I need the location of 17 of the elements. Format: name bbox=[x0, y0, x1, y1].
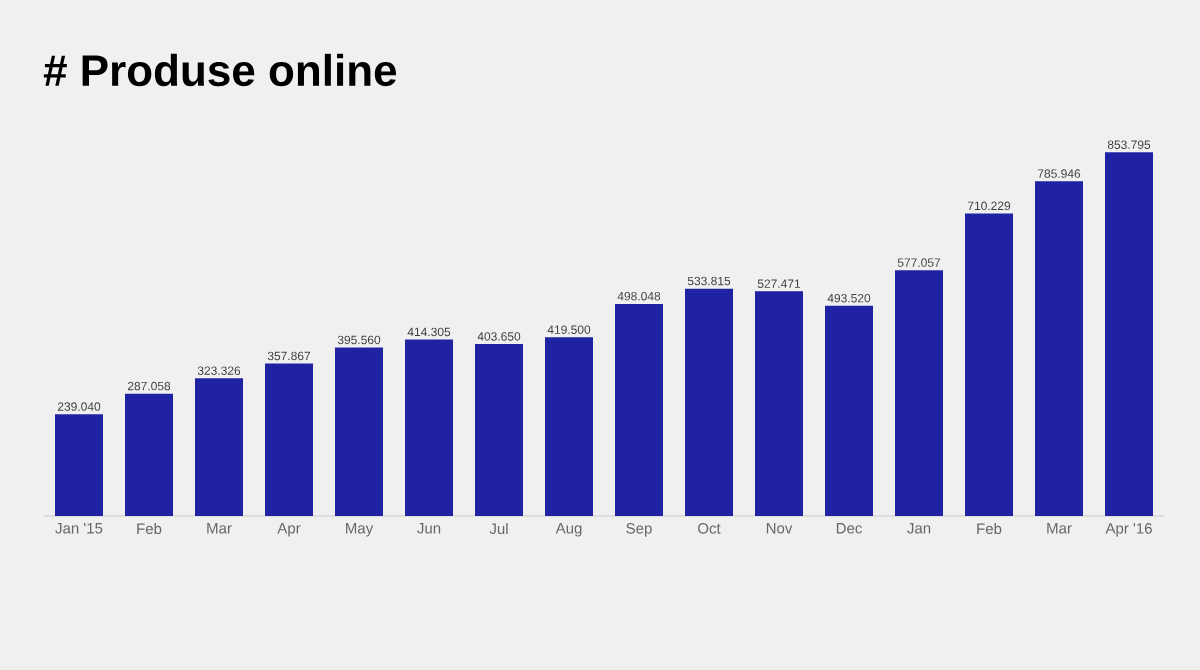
bar bbox=[265, 363, 314, 516]
bar bbox=[755, 291, 804, 516]
bar bbox=[125, 393, 174, 516]
bar bbox=[335, 347, 383, 516]
bar bbox=[55, 414, 103, 516]
bar bbox=[545, 337, 593, 516]
bar bbox=[615, 303, 664, 516]
bar bbox=[895, 270, 944, 516]
bar bbox=[195, 378, 243, 516]
bar bbox=[1105, 152, 1154, 516]
bar bbox=[685, 288, 734, 516]
bar bbox=[965, 213, 1014, 516]
bar bbox=[475, 344, 524, 516]
bar bbox=[405, 339, 453, 516]
chart-title: # Produse online bbox=[43, 53, 397, 87]
bar bbox=[1035, 181, 1084, 516]
bar bbox=[825, 305, 874, 516]
